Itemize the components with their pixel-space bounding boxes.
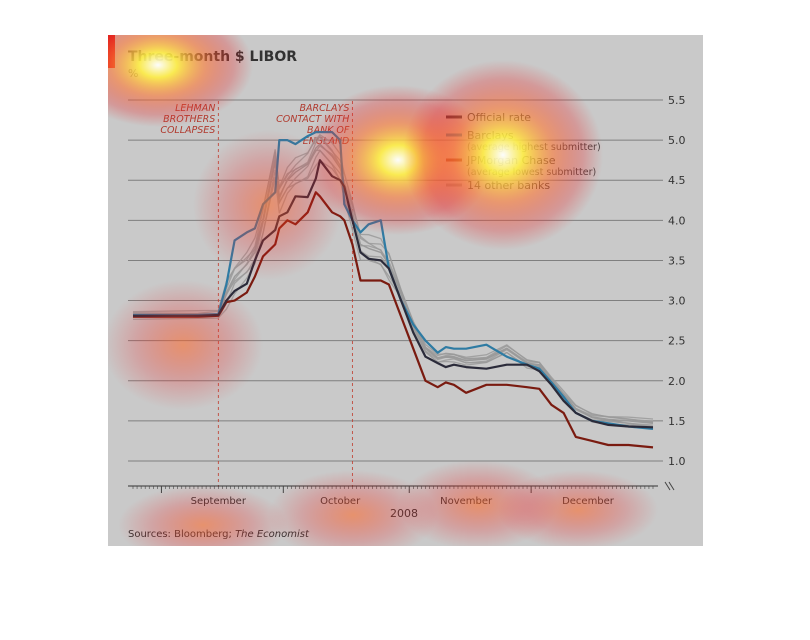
chart-title: Three-month $ LIBOR [128, 49, 297, 65]
legend-sublabel: (average highest submitter) [467, 142, 601, 153]
y-unit-label: % [128, 67, 138, 80]
y-tick-label: 1.0 [668, 455, 686, 468]
annotation-text: CONTACT WITH [276, 114, 349, 125]
legend-label: 14 other banks [467, 179, 550, 192]
y-tick-label: 2.0 [668, 375, 686, 388]
annotation-text: LEHMAN [175, 103, 215, 114]
source-bloomberg: Bloomberg; [174, 529, 235, 540]
y-tick-label: 3.5 [668, 254, 686, 267]
year-label: 2008 [390, 507, 418, 520]
chart-svg: Three-month $ LIBOR % 1.0 1.5 2.0 2.5 3.0 3.5… [108, 35, 703, 546]
annotation-text: BROTHERS [163, 114, 215, 125]
source-note: Sources: Bloomberg; The Economist [128, 529, 310, 540]
annotation-text: COLLAPSES [160, 125, 215, 136]
y-tick-label: 1.5 [668, 415, 686, 428]
x-tick-label: November [440, 496, 493, 507]
x-tick-label: September [191, 496, 247, 507]
y-tick-label: 5.0 [668, 134, 686, 147]
source-prefix: Sources: [128, 529, 174, 540]
annotation-text: BARCLAYS [300, 103, 350, 114]
y-tick-label: 4.0 [668, 214, 686, 227]
y-tick-label: 3.0 [668, 295, 686, 308]
y-tick-label: 4.5 [668, 174, 686, 187]
x-tick-label: December [562, 496, 615, 507]
x-tick-label: October [320, 496, 361, 507]
legend-label: Barclays [467, 129, 514, 142]
legend-sublabel: (average lowest submitter) [467, 167, 596, 178]
axis-break-mark [664, 481, 675, 491]
y-tick-label: 5.5 [668, 94, 686, 107]
legend-label: Official rate [467, 111, 531, 124]
y-tick-label: 2.5 [668, 335, 686, 348]
legend-label: JPMorgan Chase [466, 154, 556, 167]
chart-figure: Three-month $ LIBOR % 1.0 1.5 2.0 2.5 3.0 3.5… [108, 35, 703, 546]
red-accent-bar [108, 35, 115, 68]
source-economist: The Economist [235, 529, 310, 540]
